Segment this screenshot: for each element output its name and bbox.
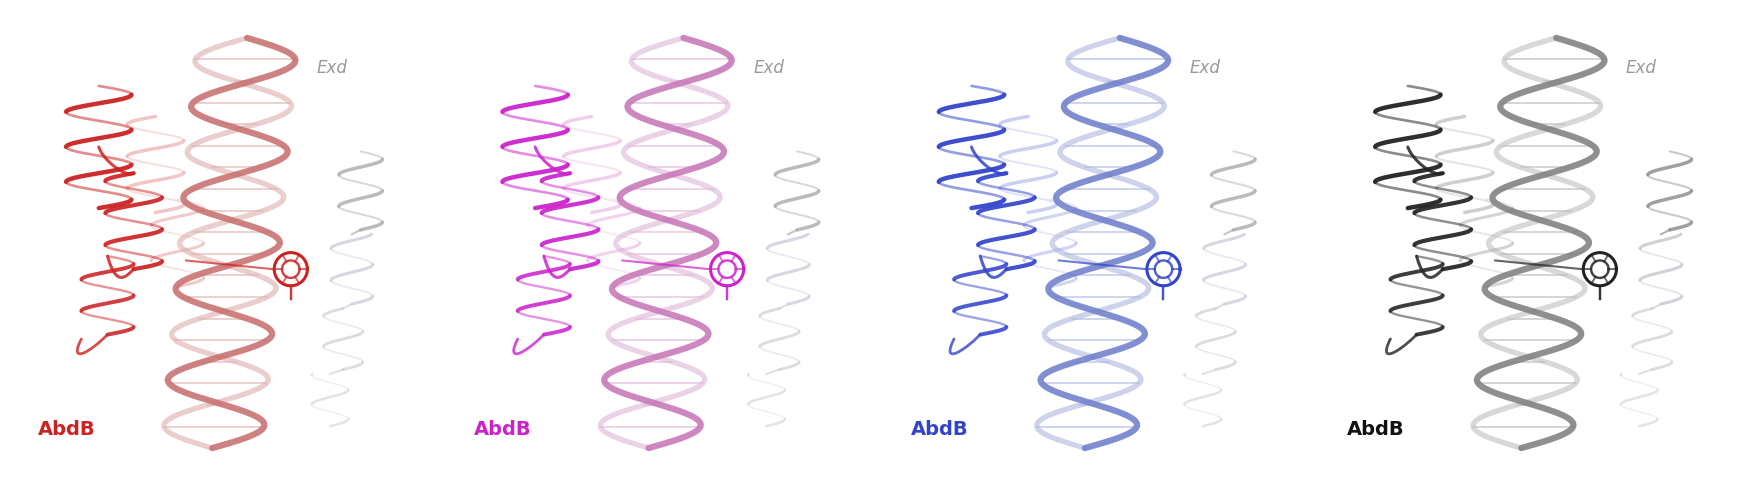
Text: AbdB: AbdB [911,420,968,439]
Text: Exd: Exd [753,59,784,77]
Text: AbdB: AbdB [1347,420,1404,439]
Text: AbdB: AbdB [475,420,532,439]
Text: Exd: Exd [1627,59,1656,77]
Text: AbdB: AbdB [39,420,95,439]
Text: Exd: Exd [1189,59,1220,77]
Text: Exd: Exd [317,59,348,77]
